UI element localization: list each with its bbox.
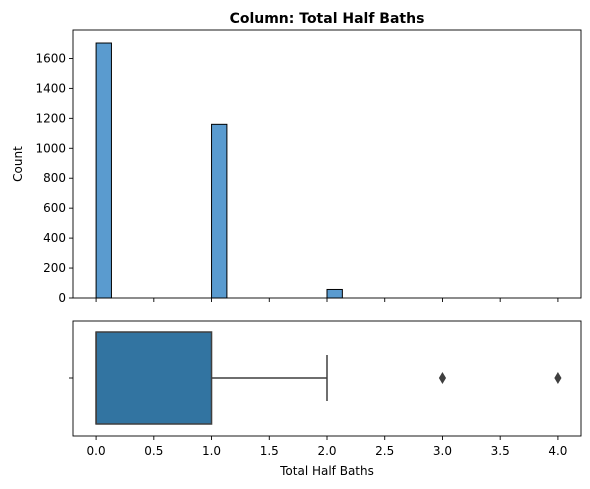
x-tick-label-2: 1.0 <box>202 444 221 458</box>
histogram-bar-2 <box>326 288 343 299</box>
y-tick-label-2: 400 <box>43 231 66 245</box>
x-tick-label-8: 4.0 <box>548 444 567 458</box>
histogram-bar-1 <box>211 123 228 299</box>
y-tick-label-4: 800 <box>43 171 66 185</box>
boxplot-outlier-0 <box>438 372 447 384</box>
x-axis-label: Total Half Baths <box>279 464 374 478</box>
y-tick-label-5: 1000 <box>35 141 66 155</box>
histogram-frame <box>72 29 582 299</box>
histogram-panel: 0 200 400 600 800 1000 1200 1400 1600 <box>35 29 582 305</box>
y-tick-label-3: 600 <box>43 201 66 215</box>
y-tick-label-8: 1600 <box>35 51 66 65</box>
x-tick-label-7: 3.5 <box>491 444 510 458</box>
histogram-bar-0 <box>95 42 112 299</box>
x-tick-label-6: 3.0 <box>433 444 452 458</box>
x-tick-label-5: 2.5 <box>375 444 394 458</box>
y-tick-label-0: 0 <box>58 291 66 305</box>
y-axis-label: Count <box>11 146 25 182</box>
boxplot-panel: 0.0 0.5 1.0 1.5 2.0 2.5 3.0 3.5 4.0 <box>69 320 582 458</box>
y-tick-label-6: 1200 <box>35 111 66 125</box>
y-tick-label-1: 200 <box>43 261 66 275</box>
y-tick-label-7: 1400 <box>35 81 66 95</box>
chart-title: Column: Total Half Baths <box>230 11 425 27</box>
x-tick-label-4: 2.0 <box>317 444 336 458</box>
x-tick-label-1: 0.5 <box>144 444 163 458</box>
x-tick-label-0: 0.0 <box>87 444 106 458</box>
x-tick-label-3: 1.5 <box>260 444 279 458</box>
boxplot-outlier-1 <box>554 372 562 384</box>
boxplot-box <box>95 331 213 425</box>
